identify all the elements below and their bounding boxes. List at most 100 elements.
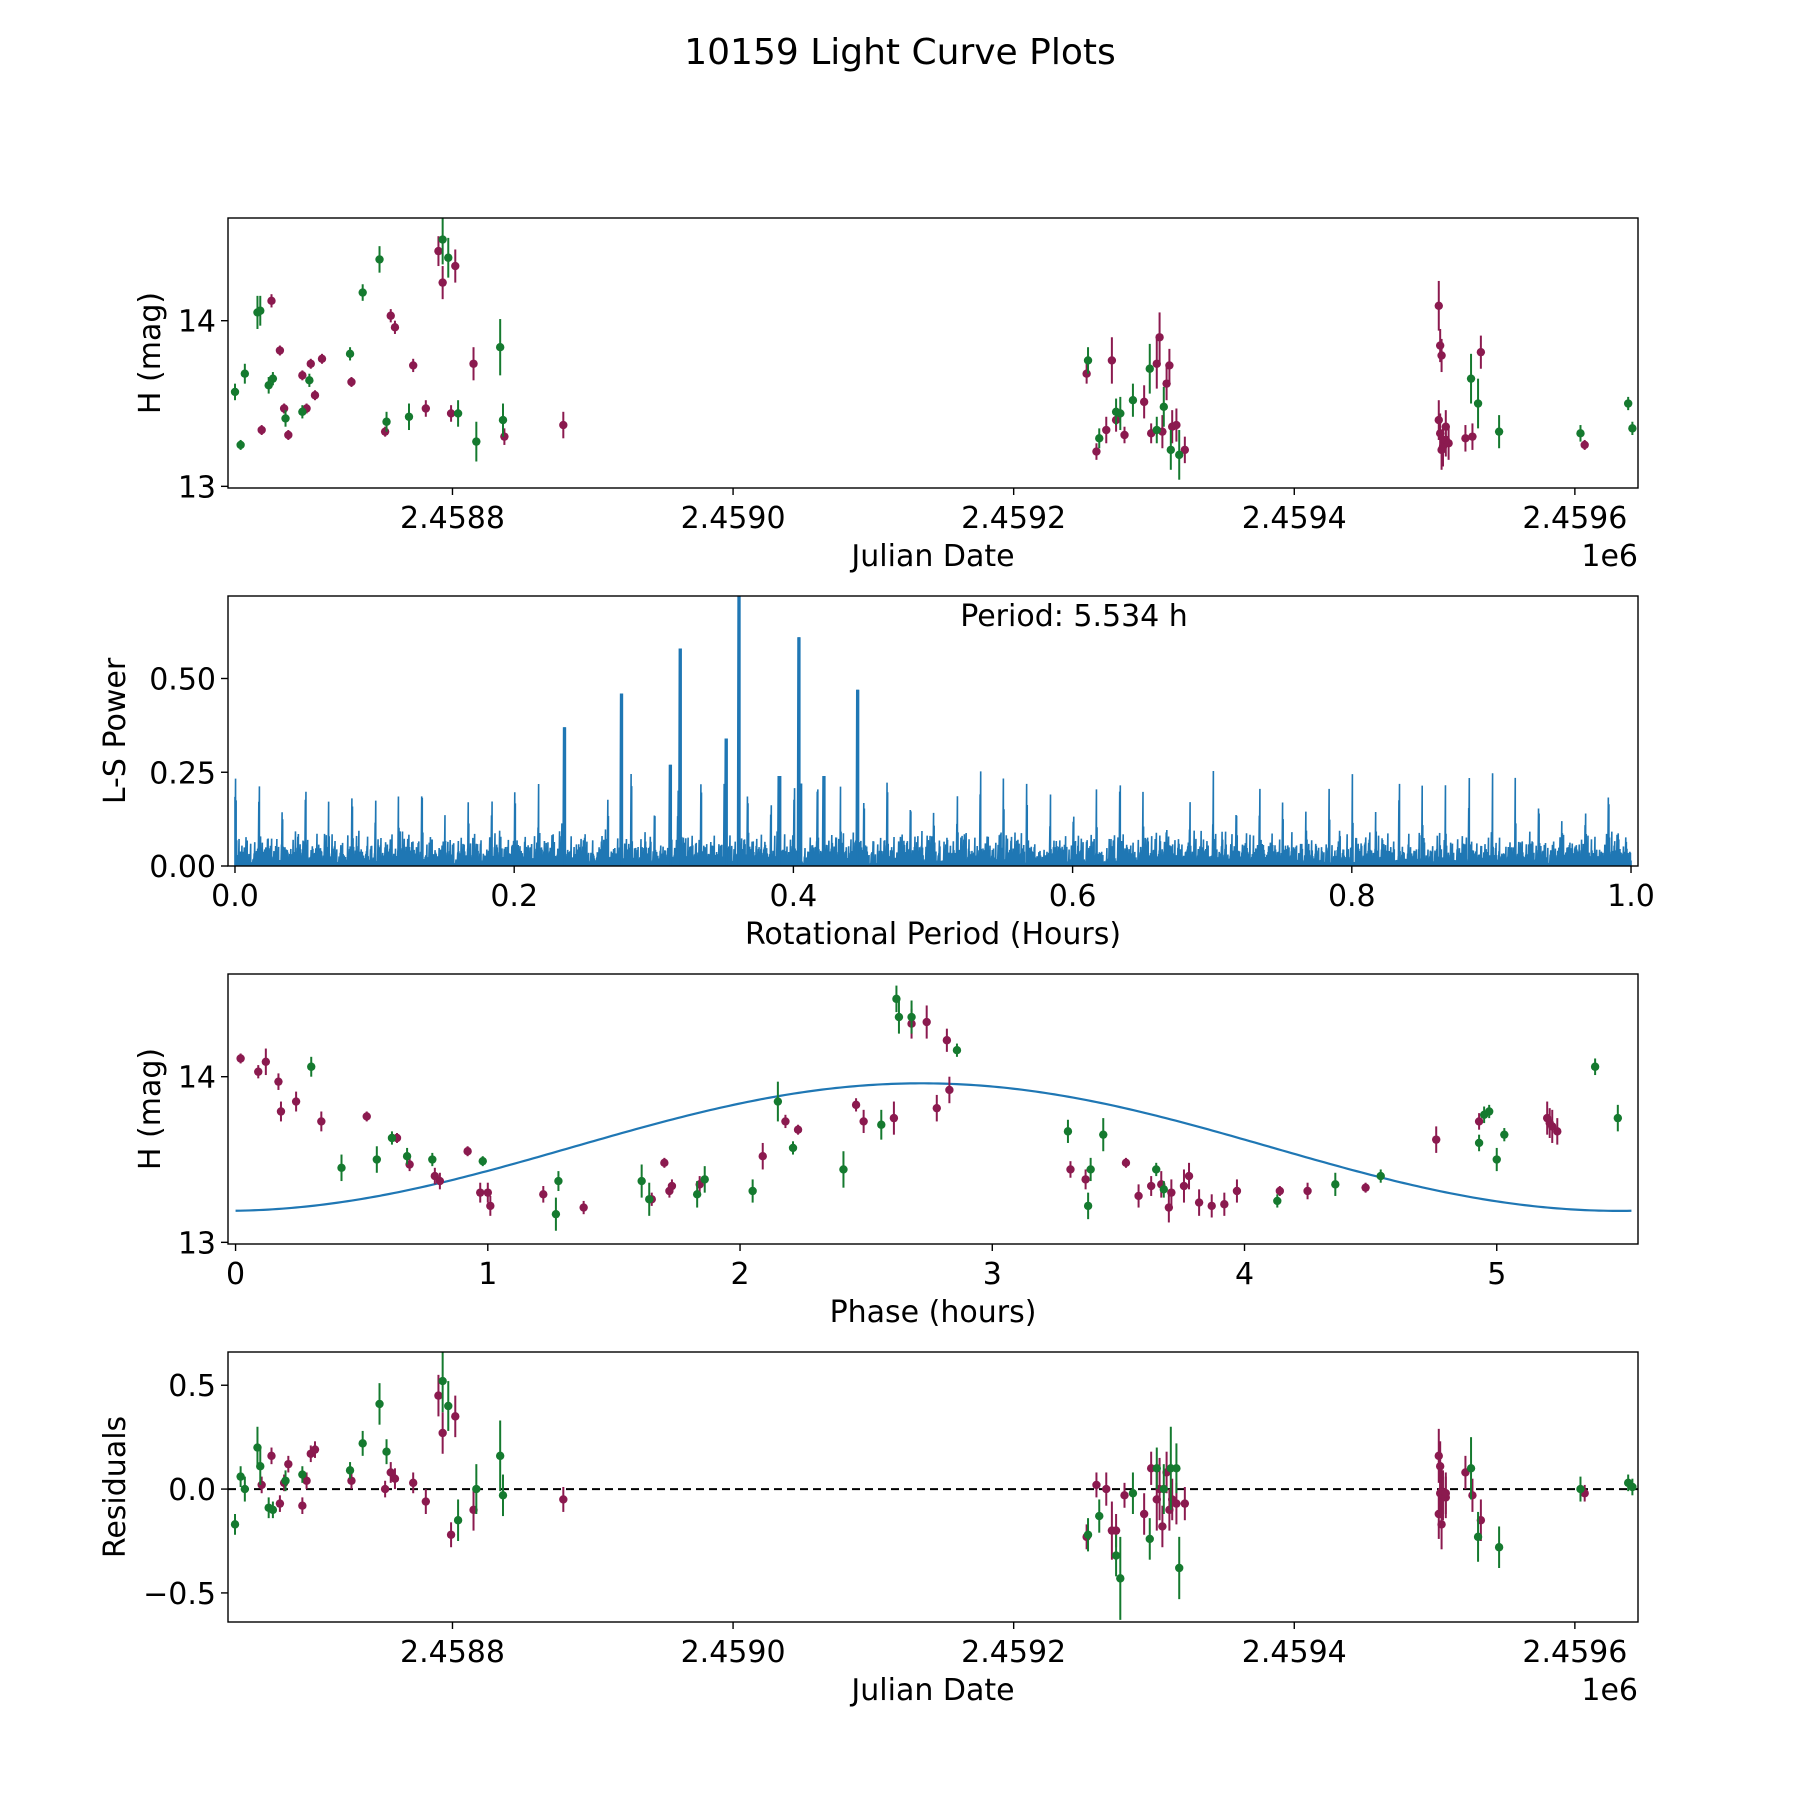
data-layer	[228, 1352, 1638, 1620]
magenta-data-point	[500, 432, 509, 441]
magenta-data-point	[1435, 341, 1445, 350]
data-layer	[234, 596, 1632, 866]
magenta-data-point	[434, 1391, 443, 1400]
green-data-point	[438, 235, 447, 244]
data-layer	[230, 218, 1637, 480]
green-data-point	[472, 437, 481, 446]
magenta-data-point	[261, 1057, 271, 1066]
magenta-data-point	[435, 1176, 445, 1186]
magenta-data-point	[1179, 1181, 1189, 1191]
green-data-point	[839, 1165, 848, 1174]
green-data-point	[495, 343, 505, 352]
magenta-data-point	[1180, 1499, 1190, 1508]
green-data-point	[1494, 427, 1504, 436]
magenta-data-point	[1155, 333, 1164, 342]
green-data-point	[1628, 424, 1637, 433]
magenta-data-point	[298, 371, 307, 380]
green-data-point	[1145, 364, 1154, 373]
green-data-point	[692, 1190, 702, 1199]
x-tick-label: 2.4596	[1522, 1635, 1627, 1670]
magenta-data-point	[284, 430, 293, 440]
green-data-point	[1331, 1180, 1340, 1189]
magenta-data-point	[1361, 1183, 1370, 1192]
green-data-point	[444, 253, 453, 262]
x-tick-label: 2.4594	[1242, 1635, 1347, 1670]
magenta-data-point	[539, 1190, 548, 1199]
green-data-point	[1500, 1130, 1509, 1139]
green-data-point	[1083, 356, 1093, 365]
magenta-data-point	[889, 1113, 899, 1123]
green-data-point	[1613, 1113, 1623, 1123]
plot-frame	[227, 1351, 1639, 1623]
plot-frame	[227, 217, 1639, 489]
y-axis-label: L-S Power	[98, 657, 133, 804]
magenta-data-point	[1275, 1186, 1285, 1196]
magenta-data-point	[660, 1158, 669, 1168]
magenta-data-point	[1437, 1520, 1446, 1529]
green-data-point	[495, 1451, 505, 1461]
green-data-point	[877, 1120, 886, 1129]
magenta-data-point	[438, 1428, 447, 1438]
green-data-point	[1159, 1484, 1168, 1494]
green-data-point	[281, 414, 290, 423]
x-axis-label: Phase (hours)	[830, 1295, 1037, 1330]
magenta-data-point	[1102, 1484, 1111, 1494]
magenta-data-point	[1194, 1198, 1204, 1207]
green-data-point	[1576, 1484, 1585, 1494]
green-data-point	[1492, 1155, 1501, 1164]
magenta-data-point	[1082, 369, 1091, 378]
green-data-point	[1159, 1185, 1168, 1194]
green-data-point	[1145, 1534, 1154, 1544]
magenta-data-point	[781, 1117, 790, 1126]
x-tick-label: 2.4596	[1522, 501, 1627, 536]
magenta-data-point	[302, 1476, 311, 1485]
magenta-data-point	[257, 1480, 266, 1490]
green-data-point	[1175, 450, 1184, 460]
green-data-point	[1152, 425, 1161, 435]
magenta-data-point	[1303, 1186, 1312, 1196]
green-data-point	[438, 1376, 447, 1386]
green-data-point	[1099, 1130, 1108, 1139]
magenta-data-point	[942, 1036, 952, 1045]
y-tick-label: 14	[178, 305, 216, 340]
raw-light-curve-panel: 2.4588 2.4590 2.4592 2.4594 2.4596 13 14 Julian…	[133, 217, 1639, 574]
green-data-point	[1116, 409, 1125, 418]
magenta-data-point	[1165, 361, 1174, 370]
magenta-data-point	[434, 246, 443, 256]
magenta-data-point	[667, 1181, 677, 1191]
magenta-data-point	[380, 1484, 390, 1494]
magenta-data-point	[1184, 1171, 1194, 1181]
x-tick-label: 2.4590	[681, 501, 786, 536]
green-data-point	[307, 1062, 316, 1071]
green-data-point	[453, 409, 463, 418]
magenta-data-point	[446, 409, 456, 418]
x-tick-label: 0.0	[211, 879, 259, 914]
magenta-data-point	[1066, 1165, 1075, 1174]
magenta-data-point	[421, 404, 431, 413]
green-data-point	[1116, 1574, 1125, 1583]
magenta-data-point	[1139, 1509, 1149, 1519]
magenta-data-point	[1437, 351, 1446, 360]
magenta-data-point	[945, 1085, 954, 1095]
green-data-point	[358, 288, 367, 297]
green-data-point	[788, 1143, 798, 1153]
green-data-point	[345, 1466, 355, 1475]
green-data-point	[1063, 1127, 1073, 1136]
green-data-point	[1628, 1482, 1637, 1492]
green-data-point	[428, 1155, 437, 1164]
residuals-panel: 2.4588 2.4590 2.4592 2.4594 2.4596 −0.5 0.0 0.5…	[98, 1351, 1639, 1708]
magenta-data-point	[758, 1152, 767, 1161]
magenta-data-point	[421, 1497, 431, 1506]
green-data-point	[1083, 1201, 1093, 1211]
magenta-data-point	[362, 1112, 371, 1121]
magenta-data-point	[1434, 1451, 1443, 1461]
magenta-data-point	[298, 1501, 307, 1510]
magenta-data-point	[236, 1054, 245, 1063]
green-data-point	[1095, 1511, 1104, 1521]
x-tick-label: 1	[478, 1257, 497, 1292]
green-data-point	[256, 306, 265, 315]
green-data-point	[268, 374, 278, 383]
x-tick-label: 2.4592	[961, 1635, 1066, 1670]
y-axis-label: H (mag)	[133, 1048, 168, 1170]
